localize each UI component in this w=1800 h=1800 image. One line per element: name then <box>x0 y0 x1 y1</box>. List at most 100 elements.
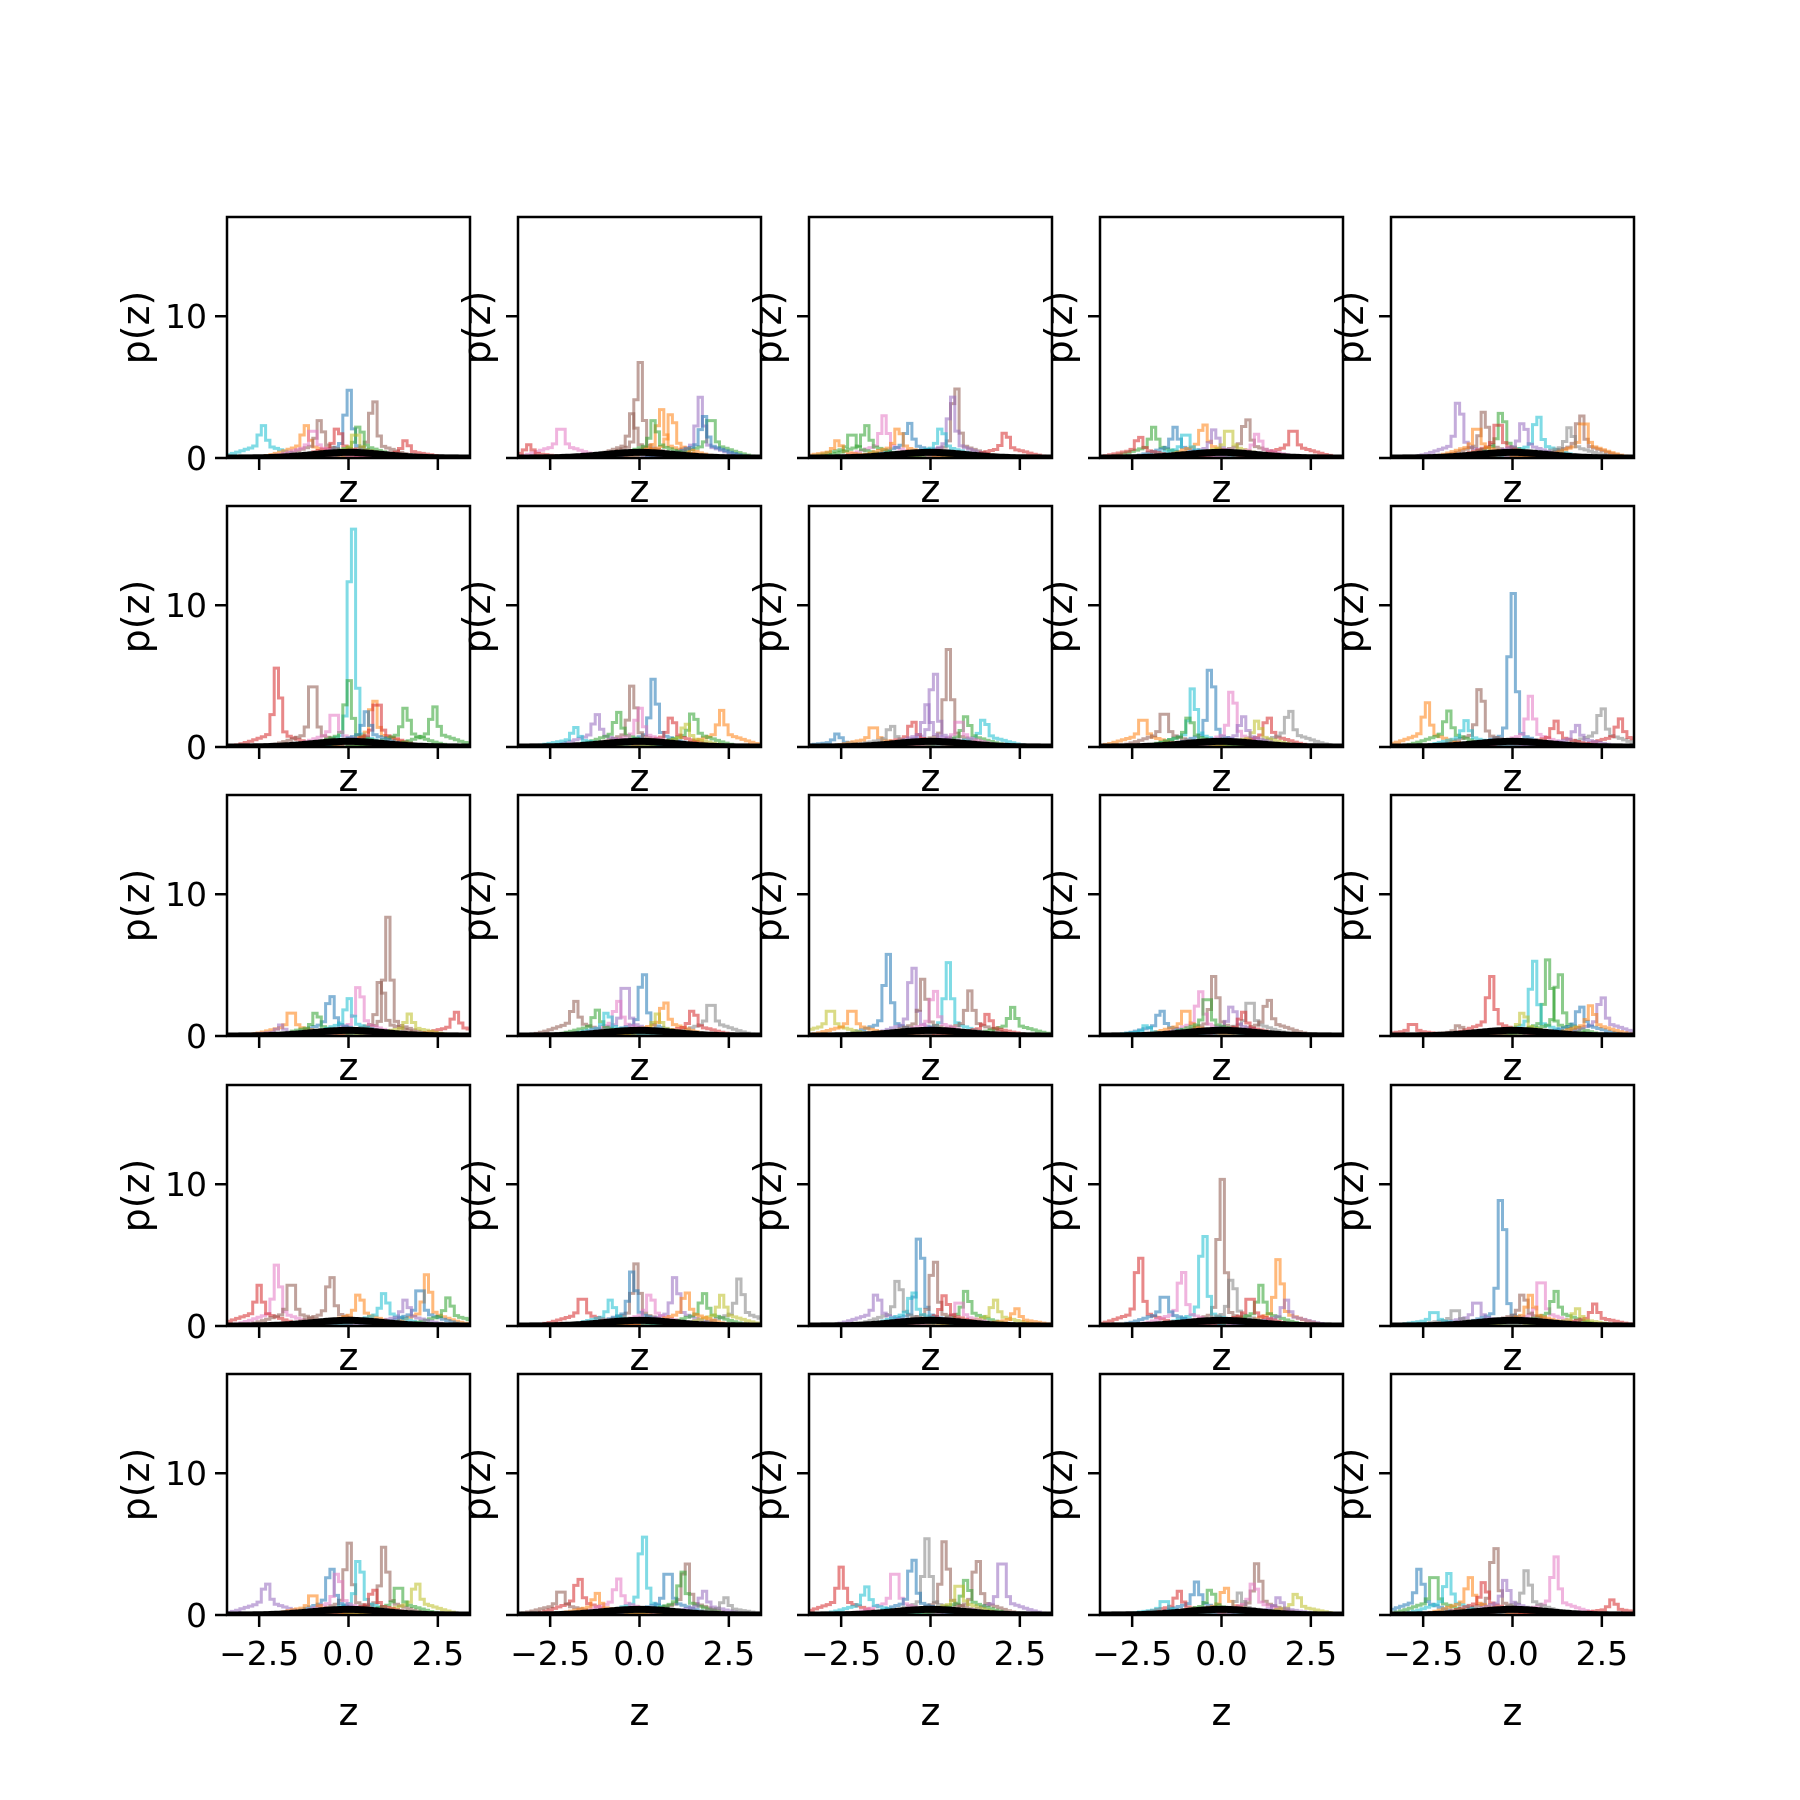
y-axis-label: p(z) <box>455 291 499 365</box>
histogram-series <box>1100 1235 1343 1326</box>
subplot-r1-c5: z p(z) <box>1328 215 1636 511</box>
x-tick-label: 0.0 <box>1195 1634 1247 1673</box>
plot-area <box>1100 418 1343 458</box>
subplot-r1-c3: z p(z) <box>746 215 1054 511</box>
subplot-r2-c5: z p(z) <box>1328 504 1636 800</box>
y-axis-label: p(z) <box>746 1159 790 1233</box>
histogram-series <box>227 433 470 458</box>
plot-area <box>809 952 1052 1036</box>
x-tick-label: −2.5 <box>510 1634 590 1673</box>
x-axis-label: z <box>1503 756 1523 800</box>
plot-area <box>227 1541 470 1615</box>
axes-frame <box>1389 1372 1636 1617</box>
histogram-series <box>227 388 470 458</box>
subplot-r4-c1: 0 10 z p(z) <box>114 1083 472 1379</box>
plot-area <box>227 527 470 747</box>
histogram-series <box>227 1296 470 1326</box>
plot-area <box>518 973 761 1036</box>
y-tick-label: 10 <box>165 875 207 914</box>
x-tick-label: −2.5 <box>801 1634 881 1673</box>
subplot-r1-c2: z p(z) <box>455 215 763 511</box>
axes-frame <box>225 1083 472 1328</box>
x-axis-label: z <box>921 467 941 511</box>
x-axis-label: z <box>921 756 941 800</box>
y-axis-label: p(z) <box>1037 291 1081 365</box>
y-tick-label: 10 <box>165 297 207 336</box>
histogram-series <box>809 672 1052 747</box>
histogram-series <box>1100 1177 1343 1326</box>
y-tick-label: 0 <box>186 1596 207 1635</box>
x-axis-label: z <box>1503 1690 1523 1734</box>
y-tick-label: 10 <box>165 1454 207 1493</box>
histogram-series <box>227 679 470 747</box>
subplot-r2-c3: z p(z) <box>746 504 1054 800</box>
axes-frame <box>807 215 1054 460</box>
histogram-series <box>809 1237 1052 1326</box>
x-tick-label: 2.5 <box>412 1634 464 1673</box>
x-axis-label: z <box>921 1335 941 1379</box>
x-axis-label: z <box>1212 1335 1232 1379</box>
x-tick-label: 2.5 <box>994 1634 1046 1673</box>
y-tick-label: 10 <box>165 586 207 625</box>
plot-area <box>518 361 761 458</box>
y-axis-label: p(z) <box>746 580 790 654</box>
x-tick-label: −2.5 <box>219 1634 299 1673</box>
histogram-series <box>227 997 470 1036</box>
plot-area <box>518 677 761 747</box>
y-axis-label: p(z) <box>1328 1159 1372 1233</box>
x-axis-label: z <box>1212 1045 1232 1089</box>
histogram-series <box>1391 592 1634 747</box>
x-tick-label: −2.5 <box>1092 1634 1172 1673</box>
x-axis-label: z <box>630 467 650 511</box>
x-axis-label: z <box>1503 1045 1523 1089</box>
x-tick-label: −2.5 <box>1383 1634 1463 1673</box>
axes-frame <box>516 215 763 460</box>
x-tick-label: 0.0 <box>1486 1634 1538 1673</box>
y-axis-label: p(z) <box>1037 1448 1081 1522</box>
y-axis-label: p(z) <box>1328 291 1372 365</box>
y-tick-label: 0 <box>186 1017 207 1056</box>
y-axis-label: p(z) <box>1037 869 1081 943</box>
subplot-r5-c5: −2.5 0.0 2.5 z p(z) <box>1328 1372 1636 1734</box>
x-axis-label: z <box>921 1690 941 1734</box>
axes-frame <box>1389 1083 1636 1328</box>
x-tick-label: 0.0 <box>613 1634 665 1673</box>
subplot-r5-c1: −2.5 0.0 2.5 0 10 z p(z) <box>114 1372 472 1734</box>
x-tick-label: 2.5 <box>703 1634 755 1673</box>
histogram-series <box>1391 1199 1634 1326</box>
plot-area <box>227 915 470 1036</box>
axes-frame <box>1098 1372 1345 1617</box>
plot-area <box>809 1237 1052 1326</box>
axes-frame <box>1098 215 1345 460</box>
axes-frame <box>807 1372 1054 1617</box>
y-axis-label: p(z) <box>1037 1159 1081 1233</box>
y-tick-label: 0 <box>186 728 207 767</box>
subplot-r3-c5: z p(z) <box>1328 793 1636 1089</box>
y-axis-label: p(z) <box>1328 580 1372 654</box>
plot-area <box>809 1537 1052 1615</box>
x-axis-label: z <box>339 467 359 511</box>
axes-frame <box>225 215 472 460</box>
subplot-r5-c4: −2.5 0.0 2.5 z p(z) <box>1037 1372 1345 1734</box>
subplot-r4-c3: z p(z) <box>746 1083 1054 1379</box>
y-axis-label: p(z) <box>114 580 158 654</box>
histogram-series <box>227 915 470 1036</box>
x-axis-label: z <box>1212 1690 1232 1734</box>
plot-area <box>1100 975 1343 1036</box>
x-axis-label: z <box>921 1045 941 1089</box>
x-tick-label: 2.5 <box>1576 1634 1628 1673</box>
y-axis-label: p(z) <box>114 1448 158 1522</box>
y-axis-label: p(z) <box>1328 1448 1372 1522</box>
subplot-r3-c3: z p(z) <box>746 793 1054 1089</box>
plot-area <box>1391 401 1634 458</box>
y-tick-label: 0 <box>186 1307 207 1346</box>
x-axis-label: z <box>339 756 359 800</box>
y-axis-label: p(z) <box>114 869 158 943</box>
y-axis-label: p(z) <box>1328 869 1372 943</box>
x-axis-label: z <box>1212 467 1232 511</box>
subplot-r2-c4: z p(z) <box>1037 504 1345 800</box>
y-tick-label: 0 <box>186 439 207 478</box>
histogram-series <box>227 1010 470 1036</box>
x-tick-label: 2.5 <box>1285 1634 1337 1673</box>
plot-area <box>1100 668 1343 747</box>
